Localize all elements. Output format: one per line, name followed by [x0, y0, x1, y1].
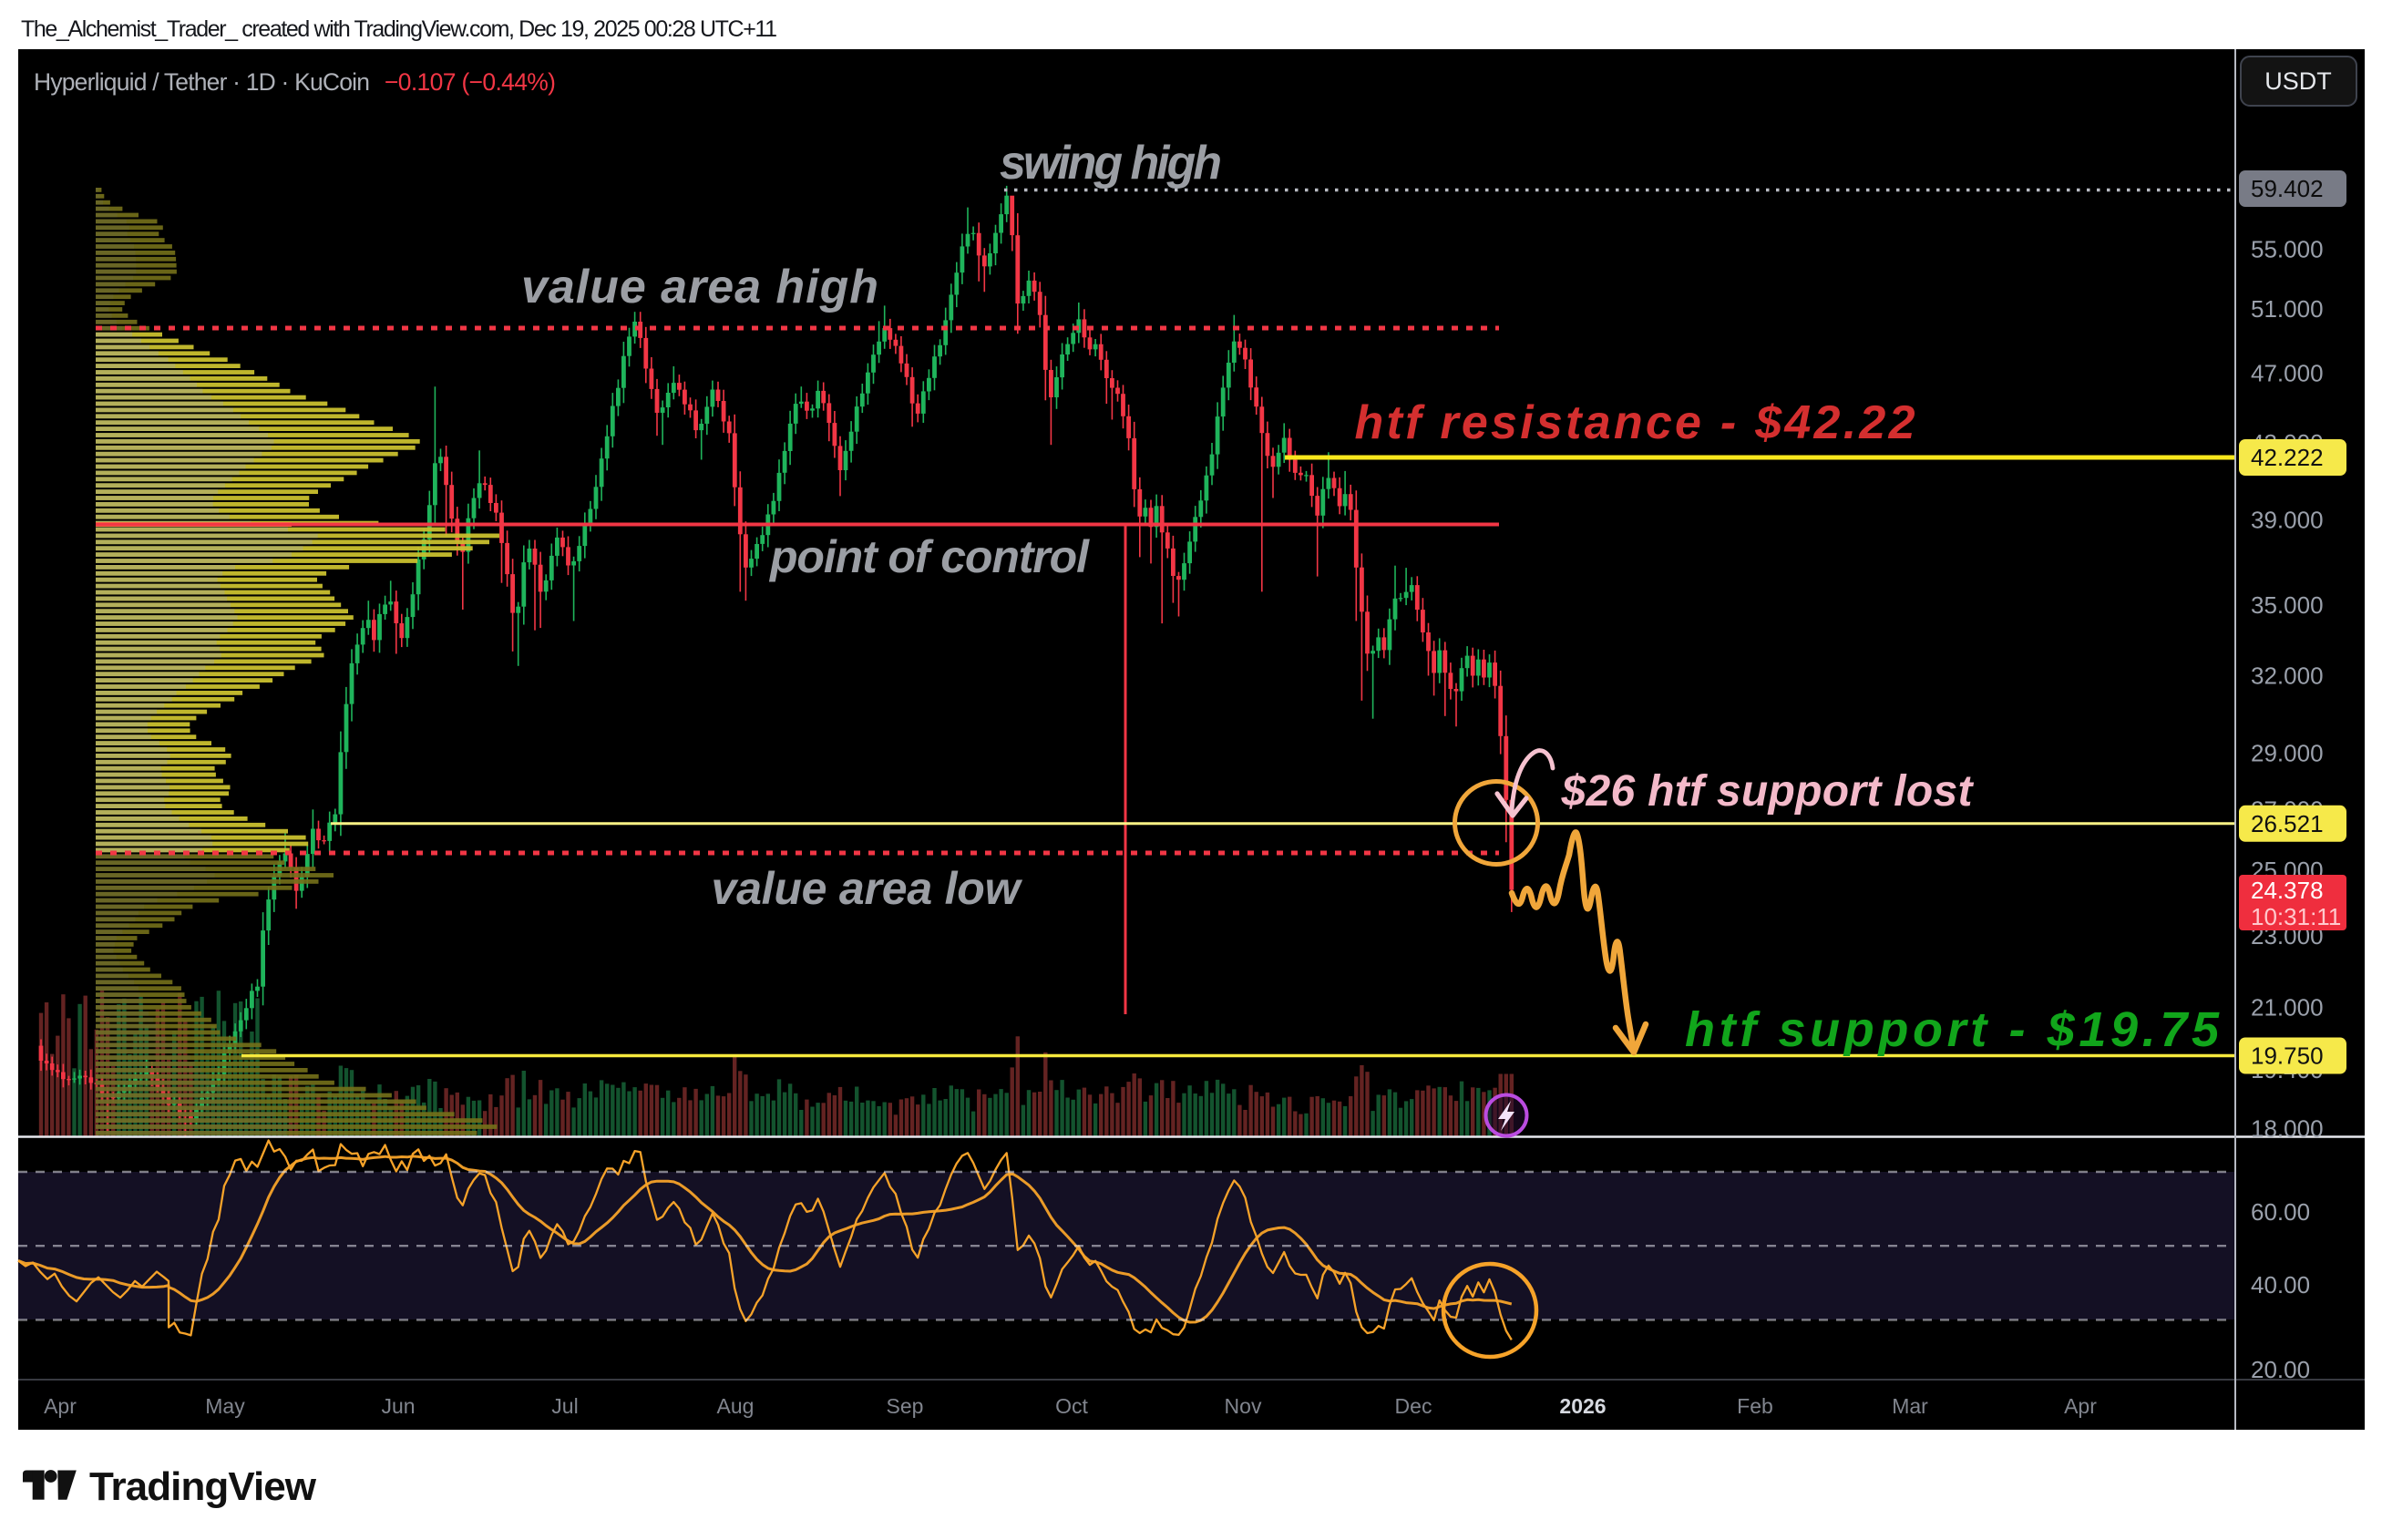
svg-text:60.00: 60.00: [2251, 1198, 2310, 1226]
svg-text:point of control: point of control: [768, 531, 1090, 582]
svg-text:Nov: Nov: [1225, 1394, 1262, 1418]
svg-text:18.000: 18.000: [2251, 1115, 2324, 1143]
svg-text:TradingView: TradingView: [89, 1464, 317, 1509]
svg-text:Jul: Jul: [551, 1394, 578, 1418]
svg-text:Aug: Aug: [717, 1394, 755, 1418]
svg-text:−0.107 (−0.44%): −0.107 (−0.44%): [385, 68, 556, 96]
svg-text:htf resistance - $42.22: htf resistance - $42.22: [1355, 396, 1915, 449]
svg-text:32.000: 32.000: [2251, 662, 2324, 690]
svg-text:47.000: 47.000: [2251, 359, 2324, 386]
svg-text:2026: 2026: [1559, 1394, 1606, 1418]
svg-text:10:31:11: 10:31:11: [2251, 903, 2341, 930]
svg-text:Apr: Apr: [2064, 1394, 2097, 1418]
svg-text:24.378: 24.378: [2251, 877, 2324, 904]
svg-text:20.00: 20.00: [2251, 1356, 2310, 1383]
svg-text:42.222: 42.222: [2251, 444, 2324, 471]
svg-text:Oct: Oct: [1055, 1394, 1088, 1418]
svg-text:19.750: 19.750: [2251, 1042, 2324, 1070]
svg-text:value area high: value area high: [521, 261, 878, 313]
svg-text:21.000: 21.000: [2251, 994, 2324, 1022]
svg-text:Sep: Sep: [887, 1394, 924, 1418]
svg-text:Hyperliquid / Tether · 1D · Ku: Hyperliquid / Tether · 1D · KuCoin: [34, 68, 370, 96]
svg-text:59.402: 59.402: [2251, 175, 2324, 202]
svg-text:40.00: 40.00: [2251, 1271, 2310, 1299]
svg-text:USDT: USDT: [2264, 67, 2332, 95]
svg-text:Apr: Apr: [44, 1394, 77, 1418]
svg-text:55.000: 55.000: [2251, 236, 2324, 263]
svg-text:Mar: Mar: [1892, 1394, 1928, 1418]
svg-text:The_Alchemist_Trader_ created: The_Alchemist_Trader_ created with Tradi…: [21, 16, 777, 42]
svg-text:swing high: swing high: [1000, 137, 1222, 190]
svg-text:$26 htf support lost: $26 htf support lost: [1561, 767, 1975, 816]
svg-text:35.000: 35.000: [2251, 591, 2324, 619]
svg-text:htf support - $19.75: htf support - $19.75: [1685, 1002, 2220, 1057]
svg-text:May: May: [205, 1394, 245, 1418]
svg-text:39.000: 39.000: [2251, 507, 2324, 534]
svg-text:value area low: value area low: [712, 863, 1023, 914]
svg-text:51.000: 51.000: [2251, 295, 2324, 323]
svg-text:Feb: Feb: [1737, 1394, 1773, 1418]
svg-text:29.000: 29.000: [2251, 740, 2324, 767]
svg-text:26.521: 26.521: [2251, 810, 2324, 837]
svg-text:Dec: Dec: [1395, 1394, 1432, 1418]
svg-text:Jun: Jun: [381, 1394, 415, 1418]
